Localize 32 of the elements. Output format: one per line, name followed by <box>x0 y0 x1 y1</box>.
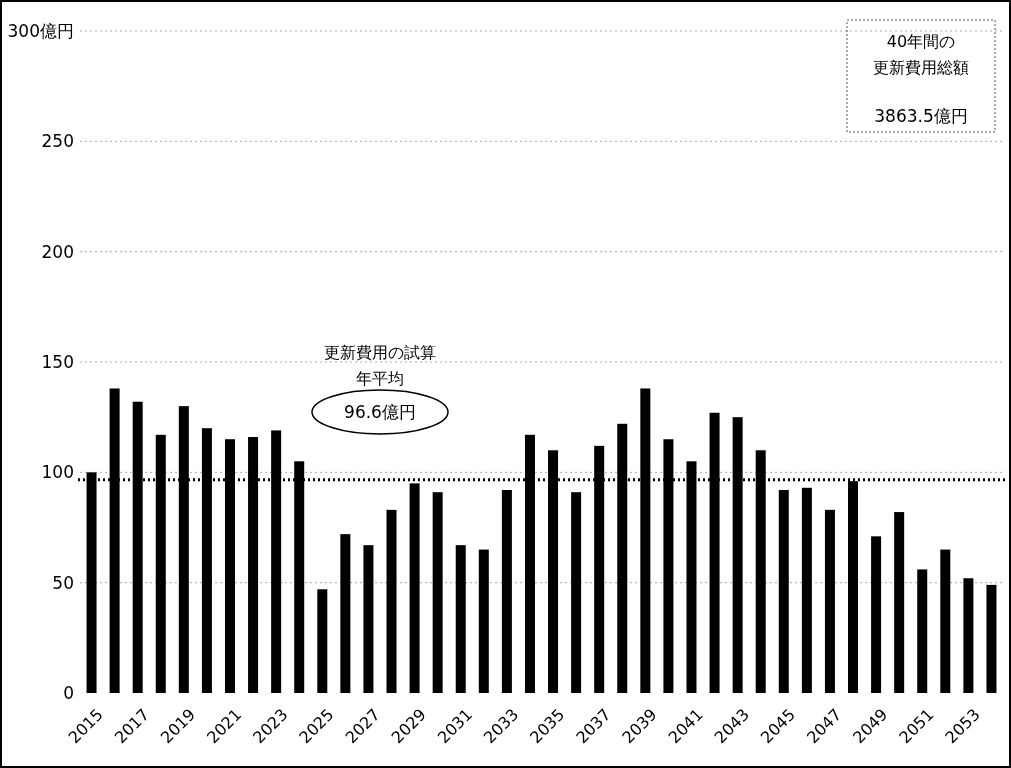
bar <box>824 509 835 693</box>
bar <box>501 489 512 693</box>
annotation: 更新費用の試算 <box>324 343 436 362</box>
y-tick-label: 300億円 <box>7 21 74 41</box>
bar <box>801 487 812 693</box>
y-tick-label: 0 <box>63 683 74 703</box>
bar <box>963 578 974 693</box>
bar <box>363 545 374 693</box>
y-tick-label: 200 <box>41 241 74 262</box>
annotation: 年平均 <box>356 369 404 388</box>
annotation: 3863.5億円 <box>874 106 968 126</box>
bar <box>432 492 443 693</box>
bar <box>871 536 882 693</box>
bar <box>571 492 582 693</box>
bar <box>317 589 328 693</box>
bar <box>894 512 905 693</box>
y-tick-label: 250 <box>41 131 74 152</box>
bar <box>778 489 789 693</box>
annotation: 更新費用総額 <box>873 58 969 77</box>
y-tick-label: 50 <box>52 572 74 593</box>
bar <box>409 483 420 693</box>
bar <box>386 509 397 693</box>
bar <box>340 534 351 693</box>
y-tick-label: 150 <box>41 352 74 372</box>
annotation: 40年間の <box>886 32 956 51</box>
bar <box>478 549 489 693</box>
bar <box>455 545 466 693</box>
y-tick-label: 100 <box>41 462 74 483</box>
bar <box>940 549 951 693</box>
annotation: 96.6億円 <box>344 402 416 422</box>
bar <box>986 584 997 693</box>
bar <box>917 569 928 693</box>
